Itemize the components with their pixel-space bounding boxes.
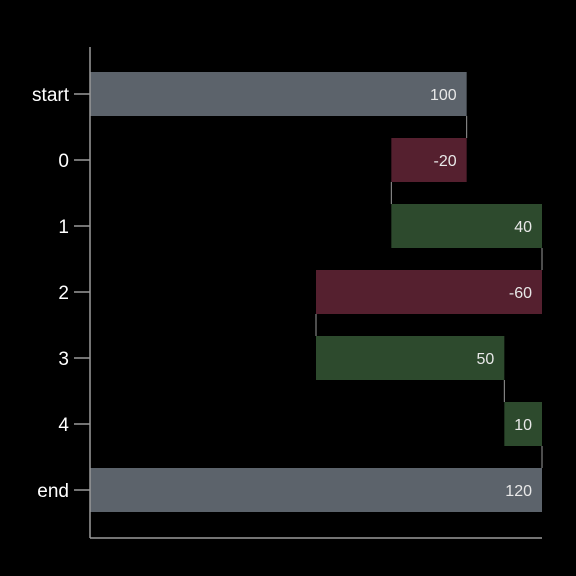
data-label-2: -60 bbox=[509, 285, 532, 302]
bar-end bbox=[90, 468, 542, 512]
y-tick-label-0: 0 bbox=[58, 151, 69, 172]
y-tick-label-start: start bbox=[32, 85, 70, 106]
y-ticks-group: start 0 1 2 3 4 end bbox=[32, 85, 90, 502]
bar-start bbox=[90, 72, 467, 116]
y-tick-label-3: 3 bbox=[58, 349, 69, 370]
y-tick-label-end: end bbox=[37, 481, 69, 502]
connectors-group bbox=[315, 116, 543, 468]
y-tick-label-4: 4 bbox=[58, 415, 69, 436]
bars-group bbox=[90, 72, 542, 512]
data-label-start: 100 bbox=[430, 87, 457, 104]
bar-3 bbox=[316, 336, 505, 380]
data-label-3: 50 bbox=[477, 351, 495, 368]
data-label-4: 10 bbox=[514, 417, 532, 434]
data-labels-group: 100 -20 40 -60 50 10 120 bbox=[430, 87, 532, 500]
data-label-1: 40 bbox=[514, 219, 532, 236]
data-label-0: -20 bbox=[434, 153, 457, 170]
data-label-end: 120 bbox=[505, 483, 532, 500]
bar-2 bbox=[316, 270, 542, 314]
bar-0 bbox=[391, 138, 467, 182]
bar-1 bbox=[391, 204, 542, 248]
y-tick-label-1: 1 bbox=[58, 217, 69, 238]
bar-4 bbox=[504, 402, 542, 446]
y-tick-label-2: 2 bbox=[58, 283, 69, 304]
